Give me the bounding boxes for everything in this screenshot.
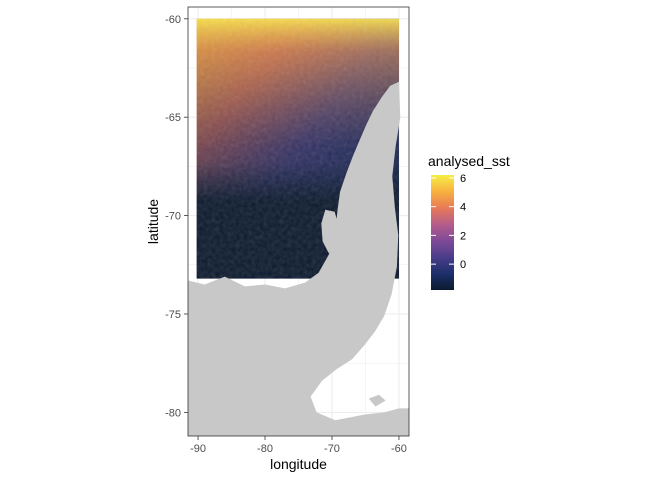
color-legend: analysed_sst 0 2 4 6 bbox=[428, 153, 510, 290]
x-tick-label: -70 bbox=[324, 443, 340, 455]
legend-colorbar bbox=[431, 175, 454, 290]
x-tick-label: -90 bbox=[190, 443, 206, 455]
y-tick-label: -60 bbox=[165, 14, 181, 26]
island bbox=[265, 325, 289, 340]
legend-tick-label: 4 bbox=[460, 202, 466, 214]
legend-tick-label: 2 bbox=[460, 230, 466, 242]
y-tick-label: -80 bbox=[165, 407, 181, 419]
legend-title: analysed_sst bbox=[428, 153, 510, 169]
legend-tick-label: 0 bbox=[460, 259, 466, 271]
antarctic-land bbox=[188, 81, 409, 436]
land-mask bbox=[188, 81, 409, 436]
panel-border bbox=[187, 6, 410, 437]
x-tick-label: -60 bbox=[391, 443, 407, 455]
x-axis-title: longitude bbox=[270, 456, 327, 472]
island bbox=[231, 361, 252, 377]
island bbox=[321, 209, 340, 253]
island bbox=[368, 394, 386, 407]
x-axis: -90 -80 -70 -60 bbox=[190, 436, 407, 455]
x-tick-label: -80 bbox=[257, 443, 273, 455]
island bbox=[261, 373, 284, 393]
y-tick-label: -75 bbox=[165, 309, 181, 321]
y-axis-title: latitude bbox=[145, 199, 161, 244]
legend-ticks: 0 2 4 6 bbox=[431, 173, 466, 271]
y-axis: -60 -65 -70 -75 -80 bbox=[165, 14, 188, 419]
y-tick-label: -70 bbox=[165, 211, 181, 223]
legend-tick-label: 6 bbox=[460, 173, 466, 185]
y-tick-label: -65 bbox=[165, 112, 181, 124]
